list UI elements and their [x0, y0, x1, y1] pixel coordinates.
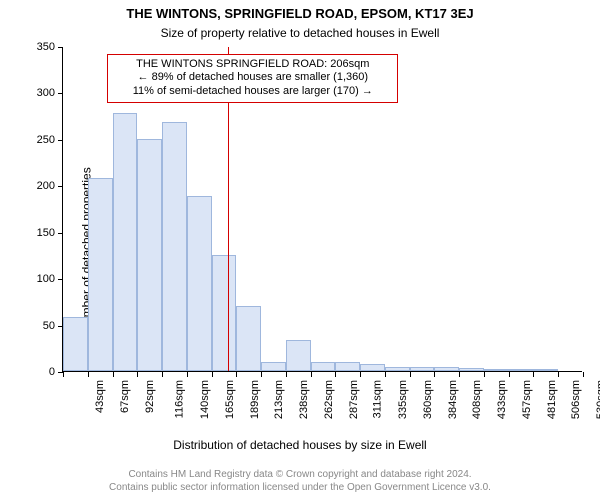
histogram-bar [484, 369, 509, 371]
y-tick-label: 300 [23, 87, 55, 99]
x-tick-mark [88, 372, 89, 377]
histogram-bar [533, 369, 558, 371]
annotation-line-2: ← 89% of detached houses are smaller (1,… [114, 71, 391, 85]
x-tick-mark [583, 372, 584, 377]
x-tick-label: 238sqm [298, 380, 310, 419]
histogram-bar [187, 196, 212, 371]
x-tick-mark [162, 372, 163, 377]
chart-title: THE WINTONS, SPRINGFIELD ROAD, EPSOM, KT… [0, 6, 600, 21]
y-tick-label: 200 [23, 180, 55, 192]
plot-area: 05010015020025030035043sqm67sqm92sqm116s… [62, 47, 582, 372]
histogram-bar [385, 367, 410, 371]
x-tick-mark [261, 372, 262, 377]
annotation-line-3: 11% of semi-detached houses are larger (… [114, 85, 391, 99]
x-tick-label: 384sqm [447, 380, 459, 419]
x-tick-mark [335, 372, 336, 377]
x-tick-label: 506sqm [571, 380, 583, 419]
annotation-line-1: THE WINTONS SPRINGFIELD ROAD: 206sqm [114, 58, 391, 72]
x-tick-mark [385, 372, 386, 377]
footer-line-2: Contains public sector information licen… [0, 482, 600, 495]
histogram-bar [335, 362, 360, 371]
histogram-bar [113, 113, 138, 371]
histogram-bar [410, 367, 435, 371]
histogram-chart: THE WINTONS, SPRINGFIELD ROAD, EPSOM, KT… [0, 0, 600, 500]
histogram-bar [162, 122, 187, 371]
x-tick-mark [236, 372, 237, 377]
x-tick-mark [459, 372, 460, 377]
x-tick-mark [137, 372, 138, 377]
x-tick-label: 213sqm [273, 380, 285, 419]
x-tick-label: 408sqm [472, 380, 484, 419]
x-tick-label: 67sqm [119, 380, 131, 413]
y-tick-label: 350 [23, 41, 55, 53]
y-tick-mark [58, 186, 63, 187]
histogram-bar [63, 317, 88, 371]
x-tick-label: 311sqm [372, 380, 384, 418]
x-tick-mark [212, 372, 213, 377]
y-tick-mark [58, 93, 63, 94]
histogram-bar [360, 364, 385, 371]
x-tick-label: 262sqm [323, 380, 335, 419]
x-axis-label: Distribution of detached houses by size … [0, 438, 600, 452]
x-tick-label: 530sqm [595, 380, 600, 419]
y-tick-mark [58, 140, 63, 141]
chart-subtitle: Size of property relative to detached ho… [0, 26, 600, 40]
y-tick-mark [58, 279, 63, 280]
x-tick-mark [410, 372, 411, 377]
x-tick-mark [113, 372, 114, 377]
x-tick-mark [187, 372, 188, 377]
histogram-bar [212, 255, 237, 371]
x-tick-label: 43sqm [94, 380, 106, 413]
x-tick-label: 433sqm [496, 380, 508, 419]
chart-footer: Contains HM Land Registry data © Crown c… [0, 469, 600, 494]
y-tick-label: 150 [23, 227, 55, 239]
x-tick-label: 140sqm [199, 380, 211, 419]
x-tick-mark [63, 372, 64, 377]
x-tick-mark [286, 372, 287, 377]
x-tick-label: 287sqm [348, 380, 360, 419]
x-tick-mark [360, 372, 361, 377]
y-tick-mark [58, 47, 63, 48]
x-tick-label: 335sqm [397, 380, 409, 419]
histogram-bar [509, 369, 534, 371]
y-tick-label: 250 [23, 134, 55, 146]
x-tick-label: 457sqm [521, 380, 533, 419]
histogram-bar [286, 340, 311, 371]
x-tick-label: 189sqm [249, 380, 261, 419]
x-tick-label: 481sqm [546, 380, 558, 419]
y-tick-label: 50 [23, 320, 55, 332]
x-tick-label: 116sqm [174, 380, 186, 418]
x-tick-label: 360sqm [422, 380, 434, 419]
x-tick-mark [509, 372, 510, 377]
histogram-bar [261, 362, 286, 371]
histogram-bar [459, 368, 484, 371]
histogram-bar [434, 367, 459, 371]
x-tick-mark [558, 372, 559, 377]
y-tick-label: 0 [23, 366, 55, 378]
x-tick-mark [434, 372, 435, 377]
x-tick-mark [311, 372, 312, 377]
histogram-bar [311, 362, 336, 371]
histogram-bar [236, 306, 261, 371]
x-tick-mark [484, 372, 485, 377]
x-tick-label: 165sqm [224, 380, 236, 419]
y-tick-mark [58, 233, 63, 234]
histogram-bar [137, 139, 162, 371]
annotation-box: THE WINTONS SPRINGFIELD ROAD: 206sqm← 89… [107, 54, 398, 103]
y-tick-label: 100 [23, 273, 55, 285]
x-tick-mark [533, 372, 534, 377]
histogram-bar [88, 178, 113, 371]
x-tick-label: 92sqm [144, 380, 156, 413]
footer-line-1: Contains HM Land Registry data © Crown c… [0, 469, 600, 482]
